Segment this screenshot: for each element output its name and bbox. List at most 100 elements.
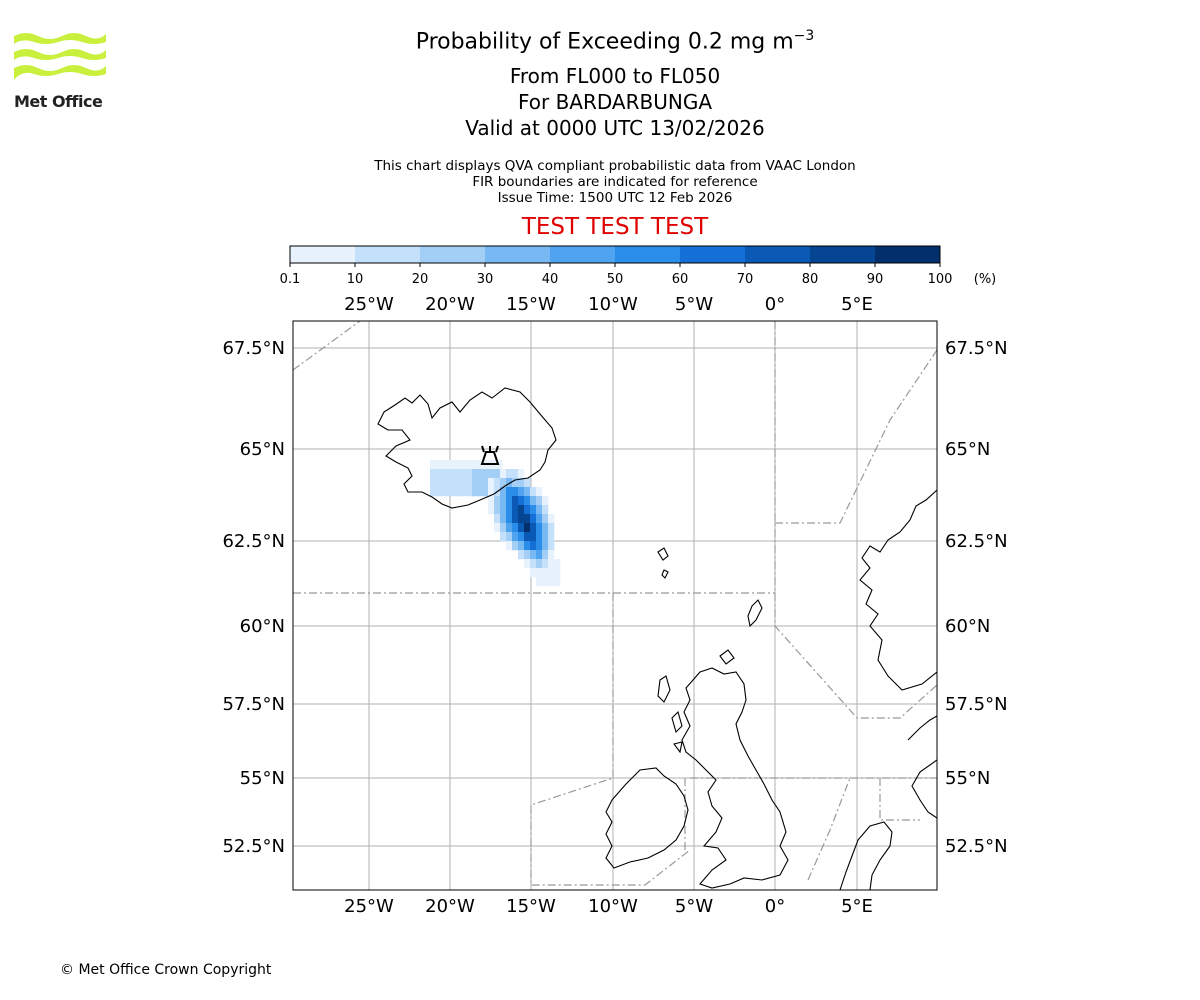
ash-cell [542, 577, 549, 587]
ash-cell [500, 487, 507, 497]
ash-cell [518, 541, 525, 551]
ash-cell [466, 469, 473, 479]
lat-label: 62.5°N [945, 531, 1008, 552]
title-superscript: −3 [793, 28, 815, 44]
ash-cell [436, 469, 443, 479]
ash-cell [548, 550, 555, 560]
note-fir: FIR boundaries are indicated for referen… [472, 174, 758, 190]
ash-cell [524, 496, 531, 506]
ash-cell [548, 514, 555, 524]
ash-cell [542, 541, 549, 551]
ash-cell [500, 514, 507, 524]
ash-cell [542, 559, 549, 569]
map-frame [292, 320, 938, 891]
ash-cell [524, 514, 531, 524]
lat-label: 52.5°N [222, 836, 285, 857]
ash-cell [506, 487, 513, 497]
ash-cell [472, 460, 479, 470]
ash-cell [554, 577, 561, 587]
colorbar-swatch [615, 246, 681, 263]
ash-cell [488, 496, 495, 506]
ash-cell [430, 469, 437, 479]
ash-cell [460, 478, 467, 488]
lat-label: 52.5°N [945, 836, 1008, 857]
ash-cell [536, 514, 543, 524]
ash-cell [442, 487, 449, 497]
ash-cell [430, 460, 437, 470]
lon-label: 15°W [506, 896, 556, 917]
ash-cell [518, 487, 525, 497]
ash-cell [512, 532, 519, 542]
ash-cell [472, 469, 479, 479]
ash-cell [494, 523, 501, 533]
colorbar-tick-label: 100 [928, 272, 953, 287]
fir-boundaries [293, 321, 937, 886]
ash-cell [518, 550, 525, 560]
colorbar-tick-label: 90 [867, 272, 884, 287]
ash-cell [548, 568, 555, 578]
ash-cell [488, 478, 495, 488]
logo-text: Met Office [14, 92, 103, 111]
ash-cell [524, 478, 531, 488]
iceland-coast [377, 387, 557, 509]
ash-cell [524, 550, 531, 560]
lon-label: 10°W [588, 294, 638, 315]
colorbar-swatch [680, 246, 746, 263]
southern-norway-coast [907, 715, 937, 741]
lat-label: 67.5°N [945, 338, 1008, 359]
lat-label: 55°N [240, 768, 285, 789]
ash-cell [488, 505, 495, 515]
ash-cell [442, 460, 449, 470]
ash-cell [494, 514, 501, 524]
lat-label: 65°N [945, 439, 990, 460]
colorbar-tick-label: 30 [477, 272, 494, 287]
ash-cell [442, 469, 449, 479]
ash-cell [500, 505, 507, 515]
lon-label: 10°W [588, 896, 638, 917]
ash-cell [478, 469, 485, 479]
ash-cell [530, 514, 537, 524]
ash-cell [530, 496, 537, 506]
title-text: Probability of Exceeding 0.2 mg m [415, 29, 794, 55]
ash-cell [542, 505, 549, 515]
colorbar-tick-label: 50 [607, 272, 624, 287]
ash-cell [496, 469, 503, 479]
lat-label: 57.5°N [222, 694, 285, 715]
lat-label: 60°N [945, 616, 990, 637]
lon-label: 5°E [841, 294, 873, 315]
ash-cell [484, 478, 491, 488]
colorbar-tick-label: 60 [672, 272, 689, 287]
colorbar-tick-label: 70 [737, 272, 754, 287]
colorbar-swatch [420, 246, 486, 263]
ash-cell [442, 478, 449, 488]
coastlines [377, 387, 937, 890]
ash-cell [536, 487, 543, 497]
colorbar-swatch [875, 246, 941, 263]
ash-cell [542, 568, 549, 578]
lon-labels-bottom: 25°W 20°W 15°W 10°W 5°W 0° 5°E [344, 896, 873, 917]
ash-cell [518, 505, 525, 515]
colorbar-swatch [810, 246, 876, 263]
valid-time: Valid at 0000 UTC 13/02/2026 [465, 116, 765, 140]
ash-cell [454, 478, 461, 488]
colorbar-swatch [550, 246, 616, 263]
ash-cell [512, 541, 519, 551]
ash-cell [436, 487, 443, 497]
volcano-icon [480, 445, 500, 465]
lon-labels-top: 25°W 20°W 15°W 10°W 5°W 0° 5°E [344, 294, 873, 315]
ash-cell [454, 469, 461, 479]
ash-cell [436, 460, 443, 470]
ash-cell [536, 577, 543, 587]
lon-label: 20°W [425, 896, 475, 917]
lon-label: 25°W [344, 896, 394, 917]
ash-cell [530, 541, 537, 551]
ash-cell [554, 568, 561, 578]
ash-cell [512, 514, 519, 524]
ash-cell [506, 469, 513, 479]
ash-cell [478, 487, 485, 497]
ash-cell [506, 532, 513, 542]
ash-cell [472, 478, 479, 488]
ash-cell [484, 469, 491, 479]
colorbar: 0.1 10 20 30 40 50 60 70 80 90 100 (%) [280, 245, 996, 287]
